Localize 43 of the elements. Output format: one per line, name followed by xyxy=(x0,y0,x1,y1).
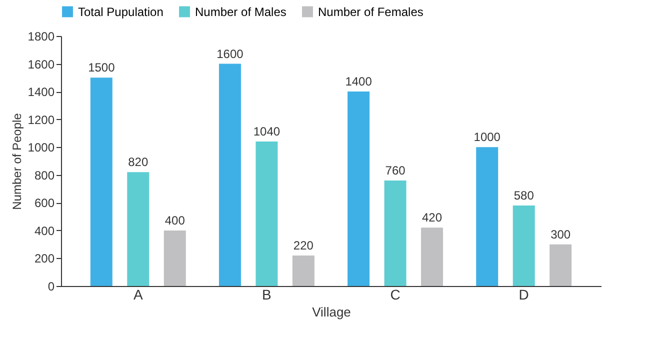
y-tick-label: 800 xyxy=(34,168,55,182)
data-label: 1040 xyxy=(253,124,280,139)
y-tick-label: 1800 xyxy=(28,30,55,44)
bar xyxy=(384,180,406,286)
y-tick-label: 600 xyxy=(34,196,55,210)
y-axis-title: Number of People xyxy=(10,112,24,210)
legend-label: Total Pupulation xyxy=(78,4,164,19)
x-tick-label: A xyxy=(133,286,144,302)
bar xyxy=(348,92,370,286)
x-tick-label: D xyxy=(518,286,529,302)
x-tick-label: C xyxy=(390,286,400,302)
bar xyxy=(218,64,241,286)
y-tick-label: 1000 xyxy=(28,140,55,155)
bar xyxy=(476,147,498,286)
data-label: 580 xyxy=(514,188,534,202)
bar xyxy=(256,142,278,286)
data-label: 220 xyxy=(293,238,314,252)
bar xyxy=(512,205,535,286)
bar xyxy=(550,244,572,286)
y-tick-label: 1600 xyxy=(28,57,55,72)
data-label: 1400 xyxy=(345,74,372,89)
y-tick-label: 0 xyxy=(48,280,55,294)
data-label: 820 xyxy=(128,155,148,170)
bar xyxy=(292,255,314,286)
data-label: 760 xyxy=(385,163,406,178)
data-label: 1600 xyxy=(216,46,244,61)
data-label: 420 xyxy=(422,210,442,225)
bar xyxy=(127,172,150,286)
data-label: 1500 xyxy=(88,60,116,75)
y-tick-label: 400 xyxy=(34,224,55,238)
legend-label: Number of Males xyxy=(195,4,286,19)
x-tick-label: B xyxy=(262,286,272,302)
data-label: 300 xyxy=(550,227,571,242)
y-tick-label: 1400 xyxy=(28,85,55,100)
x-axis-title: Village xyxy=(312,304,351,320)
data-label: 400 xyxy=(164,213,186,228)
legend-label: Number of Females xyxy=(318,4,424,19)
data-label: 1000 xyxy=(474,130,501,144)
bar xyxy=(90,78,112,286)
y-tick-label: 200 xyxy=(34,252,55,266)
bar xyxy=(421,228,444,286)
bar xyxy=(164,230,186,286)
y-tick-label: 1200 xyxy=(28,112,55,127)
